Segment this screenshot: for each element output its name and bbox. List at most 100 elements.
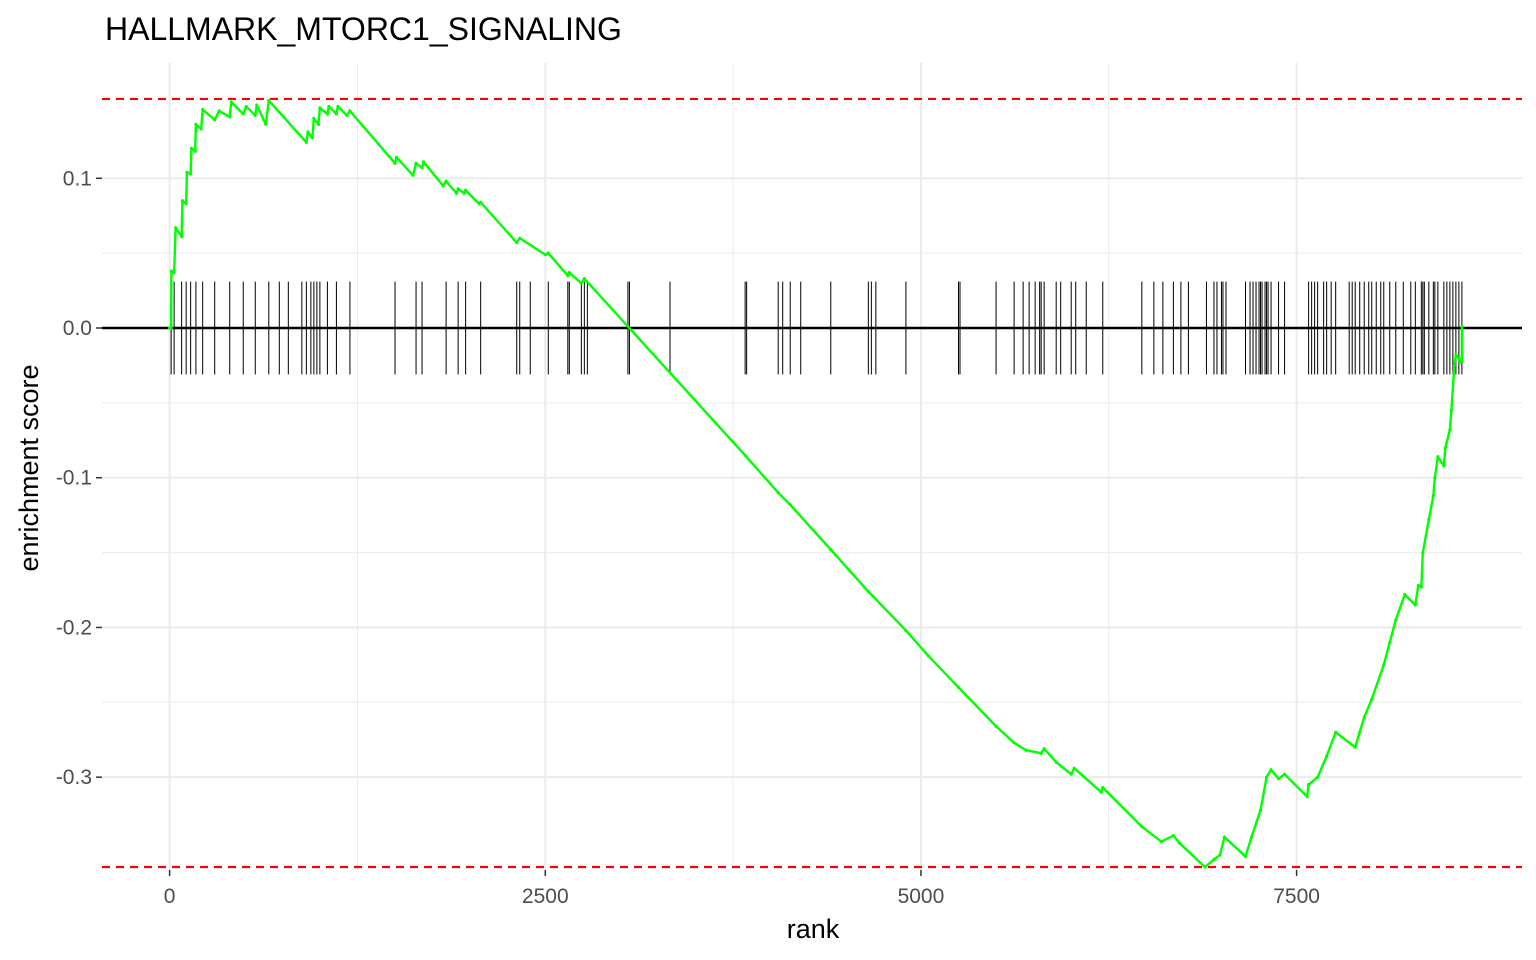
enrichment-curve xyxy=(169,99,1464,869)
curve-point xyxy=(1012,741,1016,745)
curve-point xyxy=(456,187,460,191)
curve-point xyxy=(1099,790,1103,794)
curve-point xyxy=(1382,663,1386,667)
curve-point xyxy=(394,155,399,159)
curve-point xyxy=(1159,839,1163,844)
curve-point xyxy=(546,251,550,255)
curve-point xyxy=(229,100,233,104)
curve-point xyxy=(1101,786,1105,790)
y-axis-title: enrichment score xyxy=(14,364,44,571)
curve-point xyxy=(316,122,320,126)
curve-point xyxy=(1203,865,1207,869)
curve-point xyxy=(174,226,178,230)
curve-point xyxy=(1416,583,1420,588)
curve-point xyxy=(180,199,184,203)
curve-point xyxy=(310,136,314,140)
curve-point xyxy=(172,271,176,275)
curve-point xyxy=(543,253,547,257)
curve-point xyxy=(1276,777,1281,781)
y-tick-label: -0.3 xyxy=(56,766,92,789)
curve-point xyxy=(1269,768,1273,772)
curve-point xyxy=(829,547,833,552)
x-tick-label: 2500 xyxy=(522,885,569,908)
curve-point xyxy=(1171,833,1175,838)
curve-point xyxy=(348,109,352,113)
curve-point xyxy=(994,724,998,728)
curve-point xyxy=(1443,446,1447,450)
curve-point xyxy=(1370,697,1374,701)
curve-point xyxy=(1454,353,1458,357)
y-tick-label: 0.0 xyxy=(63,317,92,340)
curve-point xyxy=(926,654,931,658)
curve-point xyxy=(1325,754,1329,758)
x-axis-title: rank xyxy=(787,914,840,944)
curve-point xyxy=(421,160,426,164)
curve-point xyxy=(1334,730,1338,734)
curve-point xyxy=(567,271,571,275)
curve-point xyxy=(1140,824,1144,829)
curve-point xyxy=(1218,853,1222,857)
curve-point xyxy=(1448,428,1452,432)
curve-point xyxy=(1039,751,1043,755)
curve-point xyxy=(414,161,418,165)
curve-point xyxy=(441,184,445,188)
chart-title: HALLMARK_MTORC1_SIGNALING xyxy=(105,11,622,47)
curve-point xyxy=(904,628,908,633)
curve-point xyxy=(264,122,268,126)
curve-point xyxy=(1460,324,1464,329)
curve-point xyxy=(312,116,316,120)
curve-point xyxy=(420,166,424,170)
curve-point xyxy=(866,589,870,594)
curve-point xyxy=(228,115,232,119)
curve-point xyxy=(199,127,203,131)
curve-point xyxy=(241,112,245,116)
curve-point xyxy=(1316,775,1320,779)
curve-point xyxy=(1403,592,1407,597)
x-tick-label: 0 xyxy=(164,885,176,908)
curve-point xyxy=(1222,835,1227,839)
curve-point xyxy=(1353,745,1357,749)
curve-point xyxy=(253,113,257,118)
y-tick-label: 0.1 xyxy=(63,167,92,190)
curve-point xyxy=(1457,356,1461,360)
curve-point xyxy=(1449,408,1453,412)
curve-point xyxy=(1282,772,1287,776)
y-tick-label: -0.2 xyxy=(56,616,92,639)
curve-point xyxy=(788,503,792,507)
curve-point xyxy=(180,235,184,239)
curve-point xyxy=(956,685,961,689)
curve-point xyxy=(325,112,329,116)
curve-point xyxy=(1394,618,1398,622)
curve-point xyxy=(201,107,205,112)
curve-point xyxy=(1307,783,1311,787)
curve-point xyxy=(336,104,340,109)
curve-point xyxy=(566,274,570,278)
curve-point xyxy=(1072,766,1076,770)
curve-point xyxy=(1442,464,1446,468)
curve-point xyxy=(1452,363,1456,368)
x-tick-label: 7500 xyxy=(1273,885,1320,908)
curve-point xyxy=(462,191,466,195)
curve-point xyxy=(1419,585,1423,589)
curve-point xyxy=(444,179,448,183)
curve-point xyxy=(306,130,310,134)
curve-point xyxy=(318,106,322,110)
grid-lines xyxy=(102,63,1522,870)
curve-point xyxy=(184,202,188,206)
curve-point xyxy=(1243,854,1248,859)
curve-point xyxy=(743,453,747,457)
curve-point xyxy=(579,281,583,285)
curve-point xyxy=(1427,518,1431,522)
curve-point xyxy=(189,146,194,150)
curve-point xyxy=(194,122,198,126)
curve-point xyxy=(464,188,468,192)
enrichment-curve-layer xyxy=(168,98,1464,869)
curve-point xyxy=(1388,640,1392,645)
curve-point xyxy=(582,276,586,281)
curve-point xyxy=(345,113,349,118)
curve-point xyxy=(169,269,174,273)
curve-point xyxy=(1436,455,1440,459)
curve-point xyxy=(518,236,522,240)
